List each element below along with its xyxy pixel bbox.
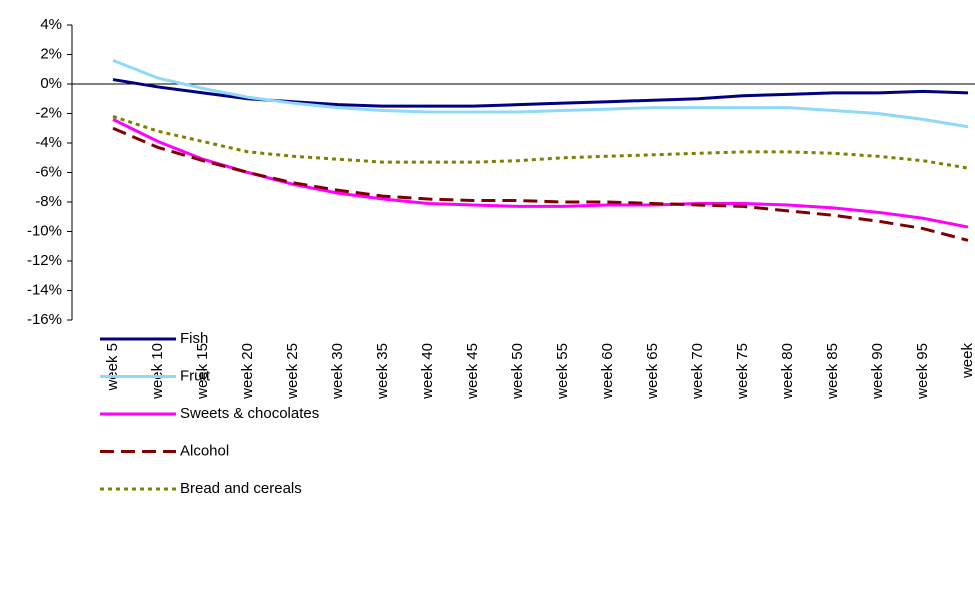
y-tick-label: -12% [27, 252, 62, 269]
x-tick-label: week 10 [149, 343, 166, 400]
x-tick-label: week 45 [464, 343, 481, 400]
y-tick-label: -8% [35, 193, 62, 210]
x-tick-label: week 55 [554, 343, 571, 400]
x-tick-label: week 5 [104, 343, 121, 392]
x-tick-label: week 65 [644, 343, 661, 400]
x-tick-label: week 70 [689, 343, 706, 400]
legend-label: Fruit [180, 367, 211, 384]
series-line [112, 115, 969, 170]
y-tick-label: -14% [27, 281, 62, 298]
series-line [112, 126, 969, 242]
x-tick-label: week 60 [599, 343, 616, 400]
x-tick-label: week 85 [824, 343, 841, 400]
legend-label: Alcohol [180, 442, 229, 459]
x-tick-label: week 95 [914, 343, 931, 400]
x-tick-label: week 40 [419, 343, 436, 400]
series-line [112, 59, 969, 129]
y-tick-label: -16% [27, 311, 62, 328]
x-tick-label: week 25 [284, 343, 301, 400]
x-tick-label: week 20 [239, 343, 256, 400]
x-tick-label: week 15 [194, 343, 211, 400]
y-tick-label: 0% [40, 75, 62, 92]
x-tick-label: week 30 [329, 343, 346, 400]
x-tick-label: week [959, 343, 975, 380]
y-tick-label: -10% [27, 222, 62, 239]
y-tick-label: -2% [35, 104, 62, 121]
x-tick-label: week 80 [779, 343, 796, 400]
y-tick-label: 4% [40, 16, 62, 33]
x-tick-label: week 75 [734, 343, 751, 400]
x-tick-label: week 35 [374, 343, 391, 400]
legend-label: Bread and cereals [180, 480, 302, 497]
x-tick-label: week 90 [869, 343, 886, 400]
x-tick-label: week 50 [509, 343, 526, 400]
series-line [112, 118, 969, 229]
y-tick-label: 2% [40, 45, 62, 62]
y-tick-label: -6% [35, 163, 62, 180]
y-tick-label: -4% [35, 134, 62, 151]
legend-label: Sweets & chocolates [180, 405, 319, 422]
legend-label: Fish [180, 330, 208, 347]
